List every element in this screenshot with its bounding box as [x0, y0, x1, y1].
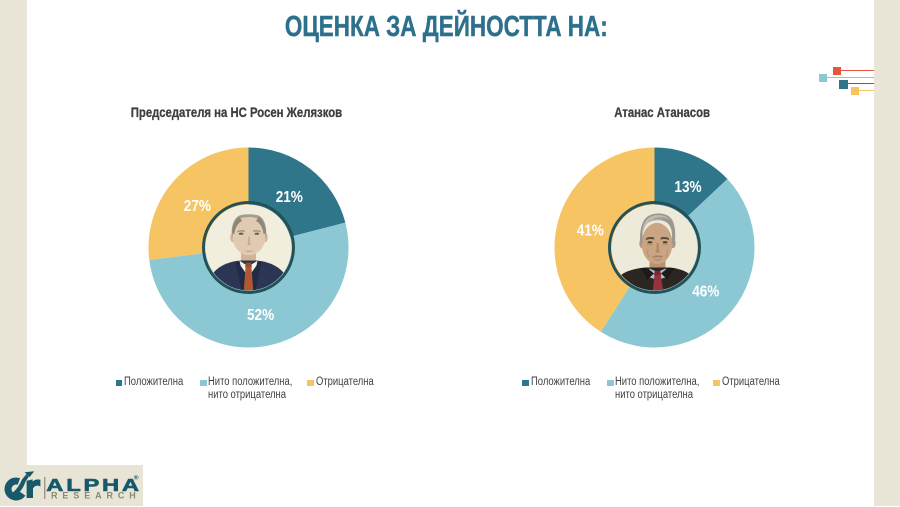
svg-text:21%: 21% [276, 189, 303, 206]
svg-text:13%: 13% [674, 179, 701, 196]
svg-text:41%: 41% [577, 223, 604, 240]
svg-text:®: ® [134, 473, 139, 481]
svg-text:ALPHA: ALPHA [46, 475, 142, 494]
svg-text:46%: 46% [692, 283, 719, 300]
svg-text:52%: 52% [247, 307, 274, 324]
svg-text:RESEARCH: RESEARCH [51, 490, 141, 500]
svg-text:27%: 27% [184, 198, 211, 215]
